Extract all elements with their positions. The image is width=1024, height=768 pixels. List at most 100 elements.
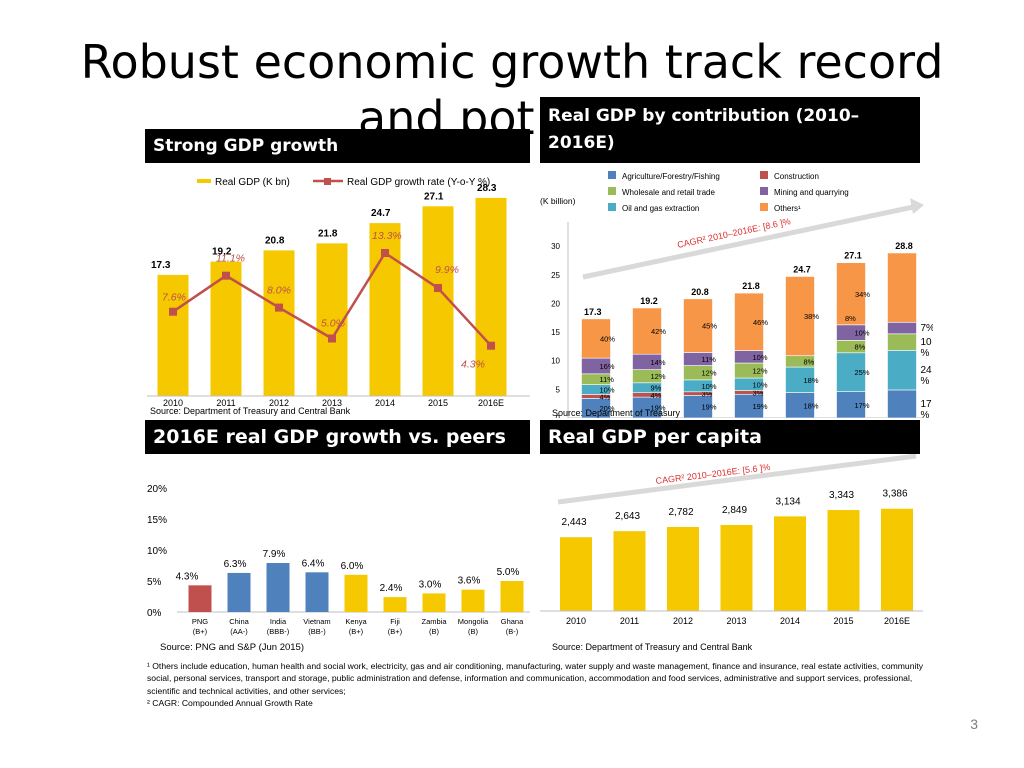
percap-bar	[560, 537, 592, 611]
footnotes: ¹ Others include education, human health…	[147, 660, 927, 710]
peer-rating-label: (BB-)	[308, 627, 326, 636]
x-tick-label: 2010	[566, 616, 586, 626]
total-label: 19.2	[640, 296, 658, 306]
growth-marker	[222, 271, 230, 280]
contribution-segment	[887, 333, 917, 351]
contribution-segment	[785, 392, 815, 418]
peer-rating-label: (AA-)	[230, 627, 248, 636]
legend: Real GDP (K bn) Real GDP growth rate (Y-…	[197, 177, 490, 188]
total-label: 17.3	[584, 307, 602, 317]
growth-marker	[487, 341, 495, 350]
cagr-arrow	[557, 454, 917, 505]
peer-value-label: 6.0%	[341, 561, 364, 572]
peers-chart: 0%5%10%15%20% 4.3%PNG(B+)6.3%China(AA-)7…	[147, 484, 530, 636]
peer-rating-label: (BBB-)	[267, 627, 290, 636]
legend-label: Wholesale and retail trade	[622, 188, 715, 197]
y-tick-label: 0%	[147, 608, 162, 619]
x-tick-label: 2014	[375, 398, 395, 408]
segment-label: 45%	[702, 322, 717, 331]
y-tick-label: 25	[551, 271, 560, 280]
segment-label: 17	[921, 399, 933, 410]
segment-label: 12%	[651, 372, 666, 381]
segment-label: 3%	[753, 388, 764, 397]
contribution-segment	[581, 318, 611, 359]
segment-label: 18%	[804, 376, 819, 385]
growth-label: 4.3%	[461, 359, 485, 371]
x-tick-label: 2013	[726, 616, 746, 626]
peer-country-label: Fiji	[390, 617, 400, 626]
x-tick-label: 2015	[833, 616, 853, 626]
x-tick-label: 2015	[428, 398, 448, 408]
x-tick-label: 2012	[269, 398, 289, 408]
peer-country-label: Zambia	[421, 617, 447, 626]
footnote-1: ¹ Others include education, human health…	[147, 661, 924, 696]
contribution-source: Source: Department of Treasury	[552, 408, 681, 418]
peer-country-label: India	[270, 617, 287, 626]
percap-bar	[827, 510, 860, 611]
strong-gdp-header: Strong GDP growth	[145, 129, 530, 163]
strong-gdp-chart: Real GDP (K bn) Real GDP growth rate (Y-…	[147, 177, 530, 408]
segment-label: 18%	[804, 401, 819, 410]
segment-label: 10%	[753, 353, 768, 362]
peers-source: Source: PNG and S&P (Jun 2015)	[160, 642, 304, 653]
x-tick-label: 2013	[322, 398, 342, 408]
total-label: 27.1	[844, 251, 862, 261]
contribution-segment	[785, 276, 815, 357]
peer-value-label: 6.3%	[224, 559, 247, 570]
segment-label: 46%	[753, 318, 768, 327]
legend-swatch	[608, 171, 616, 179]
contribution-segment	[887, 252, 917, 323]
gdp-bar-label: 17.3	[151, 260, 171, 271]
y-tick-label: 5	[556, 385, 561, 394]
segment-label: %	[921, 376, 930, 387]
gdp-bar-label: 24.7	[371, 208, 391, 219]
peer-value-label: 3.6%	[458, 576, 481, 587]
growth-marker	[275, 303, 283, 312]
percap-source: Source: Department of Treasury and Centr…	[552, 642, 753, 652]
segment-label: 4%	[600, 392, 611, 401]
gdp-bar-label: 19.2	[212, 247, 232, 258]
percap-bar	[613, 531, 646, 611]
legend-swatch	[608, 187, 616, 195]
segment-label: 19%	[651, 404, 666, 413]
percap-value-label: 2,782	[668, 507, 693, 518]
gdp-bar-label: 20.8	[265, 235, 285, 246]
percap-bar	[720, 524, 753, 611]
y-tick-label: 20%	[147, 484, 167, 495]
legend-label: Oil and gas extraction	[622, 204, 699, 213]
strong-gdp-source: Source: Department of Treasury and Centr…	[150, 406, 351, 416]
contribution-segment	[836, 391, 866, 418]
legend-swatch	[608, 203, 616, 211]
contribution-segment	[632, 307, 662, 355]
percap-value-label: 2,443	[561, 517, 586, 528]
peer-bar	[461, 589, 485, 612]
segment-label: 14%	[651, 358, 666, 367]
y-tick-label: 0	[556, 414, 561, 418]
y-tick-label: 15%	[147, 515, 167, 526]
contribution-header: Real GDP by contribution (2010– 2016E)	[540, 97, 920, 163]
segment-label: 8%	[855, 343, 866, 352]
segment-label: 24	[921, 365, 933, 376]
growth-label: 8.0%	[267, 285, 291, 297]
peer-bar	[383, 597, 407, 612]
peer-bar	[266, 563, 290, 612]
peer-value-label: 3.0%	[419, 579, 442, 590]
total-label: 21.8	[742, 281, 760, 291]
peer-country-label: Vietnam	[303, 617, 330, 626]
segment-label: 17%	[855, 401, 870, 410]
x-tick-label: 2012	[673, 616, 693, 626]
peer-rating-label: (B)	[468, 627, 479, 636]
legend-swatch	[760, 171, 768, 179]
segment-label: 10%	[702, 382, 717, 391]
segment-label: 11%	[600, 375, 615, 384]
segment-label: 38%	[804, 312, 819, 321]
percap-header: Real GDP per capita	[540, 420, 920, 454]
percap-bar	[667, 526, 699, 611]
growth-label: 5.0%	[321, 318, 345, 330]
y-tick-label: 30	[551, 242, 560, 251]
contribution-header-line2: 2016E)	[548, 133, 615, 153]
unit-label: (K billion)	[540, 196, 576, 206]
total-label: 24.7	[793, 264, 811, 274]
x-tick-label: 2016E	[478, 398, 504, 408]
peer-country-label: PNG	[192, 617, 208, 626]
